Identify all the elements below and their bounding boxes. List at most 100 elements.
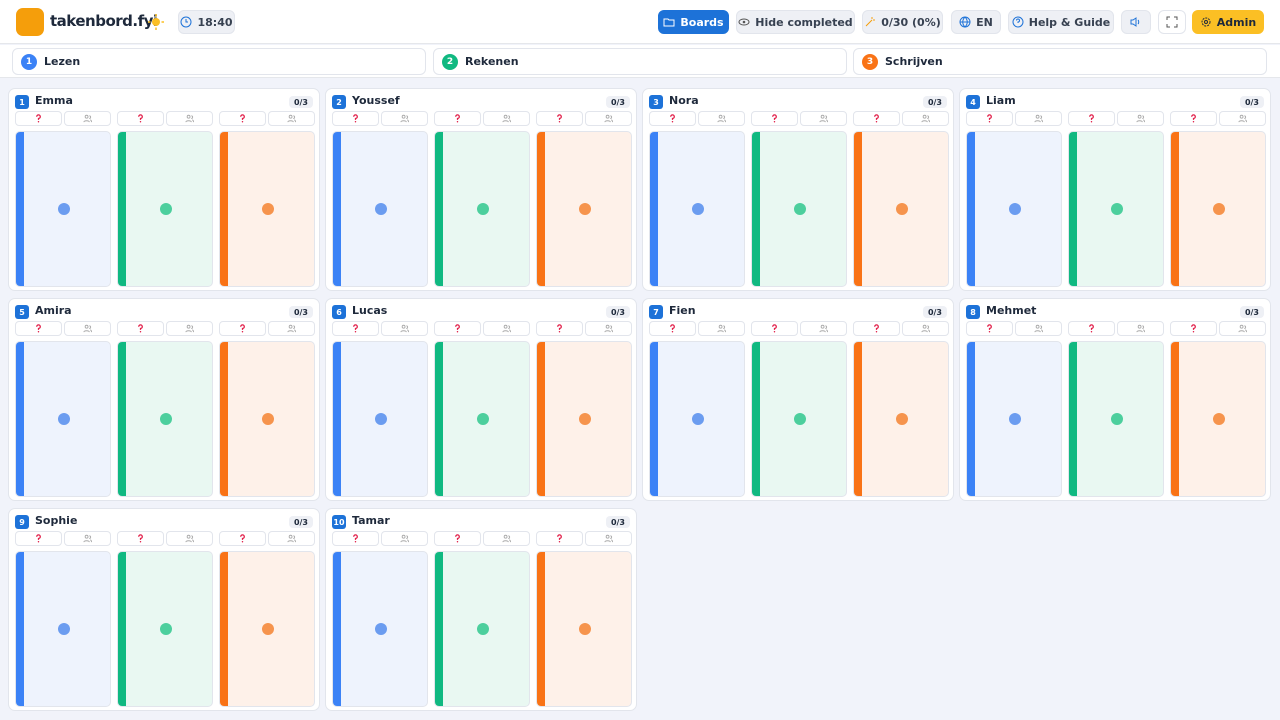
peer-help-button[interactable] — [698, 321, 745, 336]
peer-help-button[interactable] — [381, 111, 428, 126]
peer-help-button[interactable] — [585, 321, 632, 336]
help-button[interactable]: Help & Guide — [1008, 10, 1114, 34]
task-panel[interactable] — [219, 551, 315, 707]
task-panel[interactable] — [117, 131, 213, 287]
peer-help-button[interactable] — [268, 321, 315, 336]
help-request-button[interactable] — [15, 531, 62, 546]
task-panel[interactable] — [853, 131, 949, 287]
help-request-button[interactable] — [536, 321, 583, 336]
task-panel[interactable] — [219, 131, 315, 287]
task-panel[interactable] — [536, 131, 632, 287]
help-request-button[interactable] — [1068, 321, 1115, 336]
help-request-button[interactable] — [219, 531, 266, 546]
help-request-button[interactable] — [966, 111, 1013, 126]
task-panel[interactable] — [1170, 341, 1266, 497]
help-request-button[interactable] — [117, 111, 164, 126]
help-request-button[interactable] — [1068, 111, 1115, 126]
boards-button[interactable]: Boards — [658, 10, 729, 34]
task-panel[interactable] — [853, 341, 949, 497]
peer-help-button[interactable] — [166, 111, 213, 126]
help-request-button[interactable] — [219, 321, 266, 336]
help-request-button[interactable] — [649, 321, 696, 336]
peer-help-button[interactable] — [268, 531, 315, 546]
admin-button[interactable]: Admin — [1192, 10, 1264, 34]
help-request-button[interactable] — [649, 111, 696, 126]
help-request-button[interactable] — [332, 321, 379, 336]
task-panel[interactable] — [15, 551, 111, 707]
help-request-button[interactable] — [332, 531, 379, 546]
peer-help-button[interactable] — [1117, 321, 1164, 336]
subject-tab[interactable]: 1 Lezen — [12, 48, 426, 75]
help-request-button[interactable] — [15, 111, 62, 126]
help-request-button[interactable] — [536, 111, 583, 126]
task-panel[interactable] — [332, 341, 428, 497]
task-panel[interactable] — [15, 341, 111, 497]
help-request-button[interactable] — [853, 111, 900, 126]
task-panel[interactable] — [117, 341, 213, 497]
help-request-button[interactable] — [536, 531, 583, 546]
peer-help-button[interactable] — [483, 531, 530, 546]
hide-completed-button[interactable]: Hide completed — [736, 10, 855, 34]
help-request-button[interactable] — [966, 321, 1013, 336]
peer-help-button[interactable] — [1015, 111, 1062, 126]
peer-help-button[interactable] — [483, 111, 530, 126]
help-request-button[interactable] — [332, 111, 379, 126]
help-request-button[interactable] — [219, 111, 266, 126]
peer-help-button[interactable] — [166, 531, 213, 546]
task-panel[interactable] — [751, 341, 847, 497]
task-panel[interactable] — [751, 131, 847, 287]
peer-help-button[interactable] — [698, 111, 745, 126]
peer-help-button[interactable] — [381, 321, 428, 336]
task-panel[interactable] — [536, 341, 632, 497]
peer-help-button[interactable] — [902, 321, 949, 336]
task-panel[interactable] — [536, 551, 632, 707]
task-panel[interactable] — [434, 551, 530, 707]
peer-help-button[interactable] — [800, 321, 847, 336]
help-request-button[interactable] — [117, 531, 164, 546]
task-panel[interactable] — [219, 341, 315, 497]
peer-help-button[interactable] — [1219, 111, 1266, 126]
subject-tab[interactable]: 2 Rekenen — [433, 48, 847, 75]
fullscreen-button[interactable] — [1158, 10, 1186, 34]
peer-help-button[interactable] — [483, 321, 530, 336]
peer-help-button[interactable] — [585, 531, 632, 546]
peer-help-button[interactable] — [1117, 111, 1164, 126]
peer-help-button[interactable] — [585, 111, 632, 126]
help-request-button[interactable] — [1170, 321, 1217, 336]
peer-help-button[interactable] — [1219, 321, 1266, 336]
help-request-button[interactable] — [117, 321, 164, 336]
task-panel[interactable] — [1170, 131, 1266, 287]
help-request-button[interactable] — [751, 111, 798, 126]
task-panel[interactable] — [15, 131, 111, 287]
language-button[interactable]: EN — [951, 10, 1001, 34]
peer-help-button[interactable] — [64, 531, 111, 546]
subject-tab[interactable]: 3 Schrijven — [853, 48, 1267, 75]
help-request-button[interactable] — [434, 321, 481, 336]
task-panel[interactable] — [332, 131, 428, 287]
task-panel[interactable] — [649, 131, 745, 287]
peer-help-button[interactable] — [166, 321, 213, 336]
task-panel[interactable] — [1068, 131, 1164, 287]
peer-help-button[interactable] — [1015, 321, 1062, 336]
help-request-button[interactable] — [434, 111, 481, 126]
task-panel[interactable] — [1068, 341, 1164, 497]
task-panel[interactable] — [434, 341, 530, 497]
peer-help-button[interactable] — [268, 111, 315, 126]
help-request-button[interactable] — [15, 321, 62, 336]
task-panel[interactable] — [117, 551, 213, 707]
peer-help-button[interactable] — [381, 531, 428, 546]
sound-button[interactable] — [1121, 10, 1151, 34]
help-request-button[interactable] — [434, 531, 481, 546]
task-panel[interactable] — [649, 341, 745, 497]
help-request-button[interactable] — [853, 321, 900, 336]
help-request-button[interactable] — [1170, 111, 1217, 126]
task-panel[interactable] — [434, 131, 530, 287]
peer-help-button[interactable] — [64, 111, 111, 126]
task-panel[interactable] — [332, 551, 428, 707]
task-panel[interactable] — [966, 341, 1062, 497]
task-panel[interactable] — [966, 131, 1062, 287]
peer-help-button[interactable] — [800, 111, 847, 126]
help-request-button[interactable] — [751, 321, 798, 336]
peer-help-button[interactable] — [902, 111, 949, 126]
peer-help-button[interactable] — [64, 321, 111, 336]
